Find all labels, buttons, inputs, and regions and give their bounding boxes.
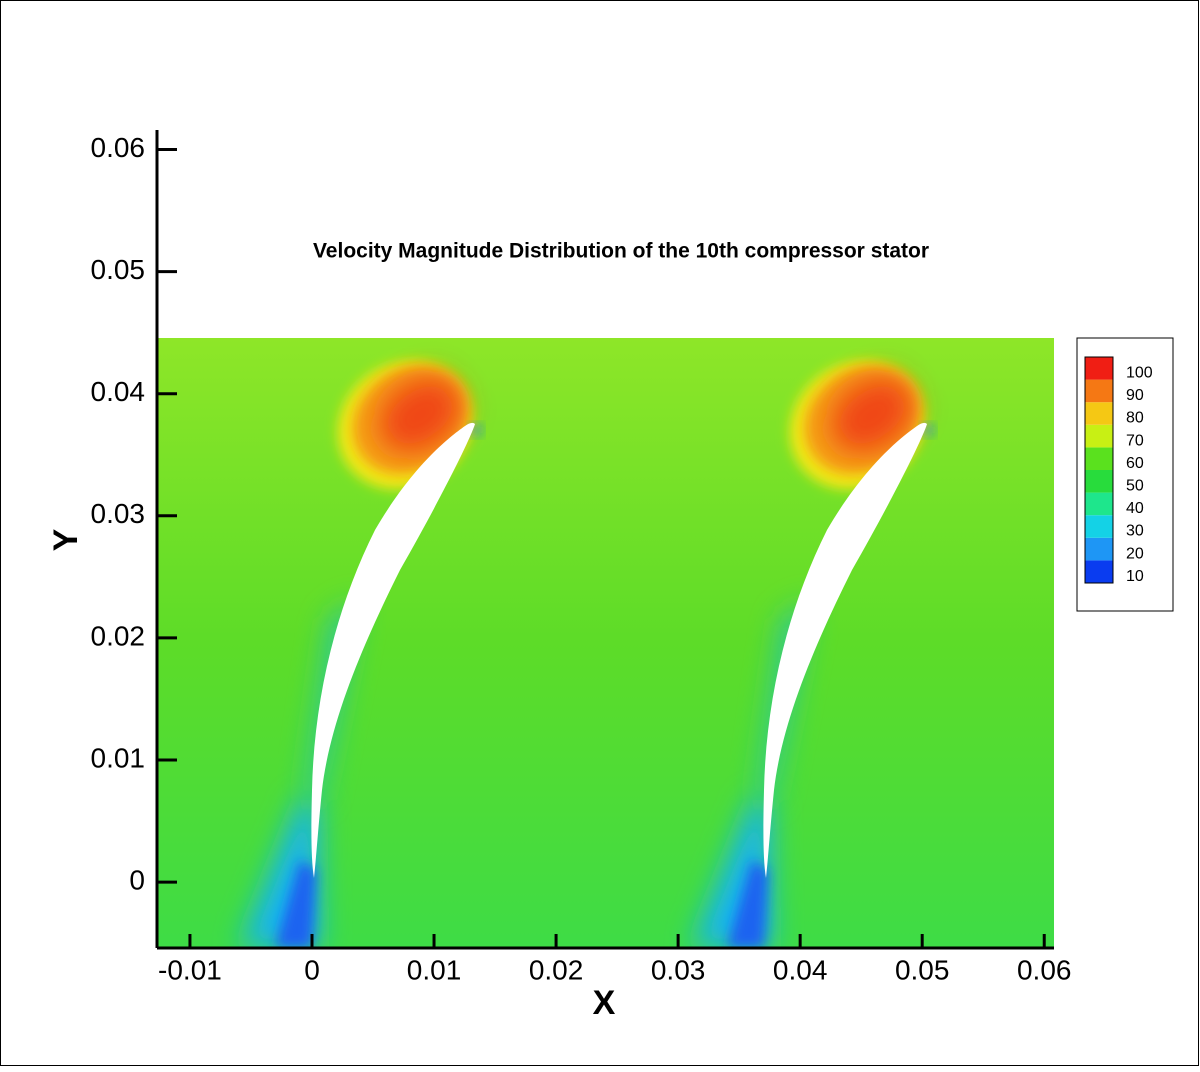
colorbar-label: 100 — [1126, 365, 1153, 382]
y-tick-label: 0.05 — [91, 254, 146, 285]
chart-title: Velocity Magnitude Distribution of the 1… — [313, 240, 929, 263]
y-tick-label: 0.06 — [91, 132, 146, 163]
colorbar-swatch — [1085, 470, 1113, 493]
y-axis-label: Y — [47, 528, 85, 551]
x-tick-label: 0.02 — [529, 954, 584, 985]
x-tick-label: 0.05 — [895, 954, 950, 985]
x-tick-label: 0.01 — [407, 954, 462, 985]
x-axis-label: X — [593, 984, 616, 1022]
y-tick-label: 0.01 — [91, 742, 146, 773]
contour-field — [157, 338, 1054, 948]
y-tick-label: 0.03 — [91, 498, 146, 529]
colorbar-swatch — [1085, 447, 1113, 470]
colorbar-swatch — [1085, 492, 1113, 516]
colorbar-label: 30 — [1126, 523, 1144, 540]
colorbar-label: 60 — [1126, 455, 1144, 472]
x-tick-label: 0.04 — [773, 954, 828, 985]
colorbar-swatch — [1085, 537, 1113, 561]
colorbar-swatch — [1085, 357, 1113, 380]
y-tick-label: 0 — [129, 864, 145, 895]
x-tick-label: 0 — [304, 954, 320, 985]
colorbar-label: 50 — [1126, 478, 1144, 495]
y-tick-label: 0.04 — [91, 376, 146, 407]
colorbar-swatch — [1085, 379, 1113, 403]
colorbar-label: 90 — [1126, 387, 1144, 404]
colorbar-swatch — [1085, 402, 1113, 425]
x-tick-label: -0.01 — [158, 954, 222, 985]
colorbar-label: 10 — [1126, 568, 1144, 585]
colorbar-swatch — [1085, 560, 1113, 583]
x-tick-label: 0.03 — [651, 954, 706, 985]
colorbar-swatch — [1085, 515, 1113, 538]
colorbar-label: 70 — [1126, 432, 1144, 449]
colorbar-outline — [1084, 356, 1114, 584]
colorbar-label: 80 — [1126, 410, 1144, 427]
colorbar-swatch — [1085, 424, 1113, 448]
x-tick-label: 0.06 — [1017, 954, 1072, 985]
colorbar-label: 20 — [1126, 545, 1144, 562]
y-tick-label: 0.02 — [91, 620, 146, 651]
colorbar-label: 40 — [1126, 500, 1144, 517]
